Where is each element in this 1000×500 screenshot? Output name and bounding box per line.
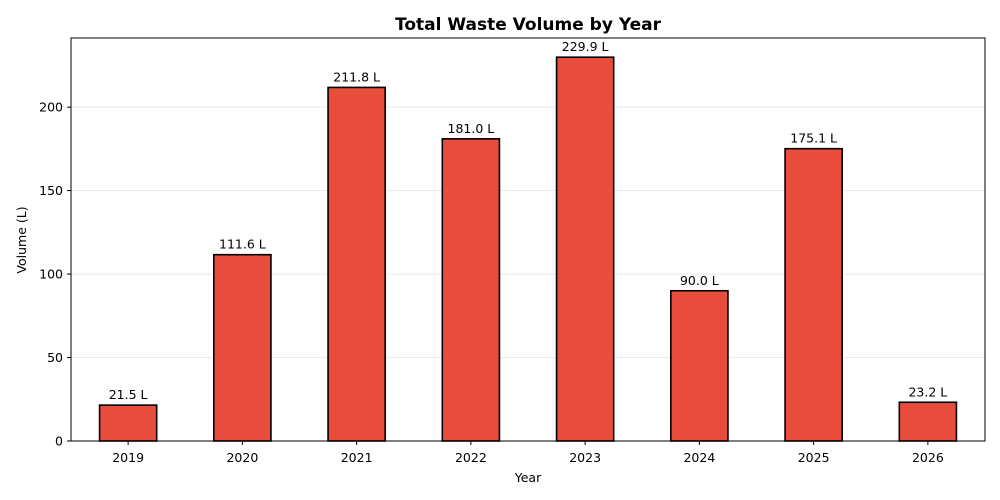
x-axis-ticks: 2019 2020 2021 2022 2023 2024 2025 2026	[112, 441, 944, 465]
x-tick-label-2023: 2023	[569, 450, 601, 465]
bar-2025	[784, 147, 843, 442]
x-tick-label-2019: 2019	[112, 450, 144, 465]
x-tick-label-2020: 2020	[226, 450, 258, 465]
bar-2022	[441, 138, 501, 442]
data-label-2025: 175.1 L	[790, 131, 837, 146]
y-axis-ticks: 0 50 100 150 200	[39, 100, 71, 449]
chart-title: Total Waste Volume by Year	[395, 15, 662, 35]
bar-2026	[898, 401, 958, 442]
y-axis-label: Volume (L)	[14, 206, 29, 273]
data-labels: 21.5 L 111.6 L 211.8 L 181.0 L 229.9 L 90.0 L…	[109, 39, 948, 402]
y-tick-label: 0	[55, 434, 63, 449]
bar-2021	[327, 86, 386, 442]
y-tick-label: 150	[39, 183, 63, 198]
data-label-2026: 23.2 L	[908, 384, 947, 399]
bar-2020	[213, 253, 272, 442]
bar-2023	[555, 56, 615, 442]
x-tick-label-2021: 2021	[341, 450, 373, 465]
x-tick-label-2022: 2022	[455, 450, 487, 465]
data-label-2021: 211.8 L	[333, 69, 380, 84]
data-label-2024: 90.0 L	[680, 273, 719, 288]
data-label-2023: 229.9 L	[562, 39, 609, 54]
x-tick-label-2024: 2024	[683, 450, 715, 465]
bar-2019	[98, 404, 158, 442]
x-axis-label: Year	[514, 470, 542, 485]
grid-lines	[71, 106, 985, 358]
bar-2024	[670, 289, 729, 442]
y-tick-label: 200	[39, 100, 63, 115]
data-label-2020: 111.6 L	[219, 237, 266, 252]
data-label-2022: 181.0 L	[448, 121, 495, 136]
y-tick-label: 50	[47, 350, 63, 365]
x-tick-label-2025: 2025	[798, 450, 830, 465]
plot-frame	[70, 37, 986, 442]
y-tick-label: 100	[39, 267, 63, 282]
data-label-2019: 21.5 L	[109, 387, 148, 402]
x-tick-label-2026: 2026	[912, 450, 944, 465]
